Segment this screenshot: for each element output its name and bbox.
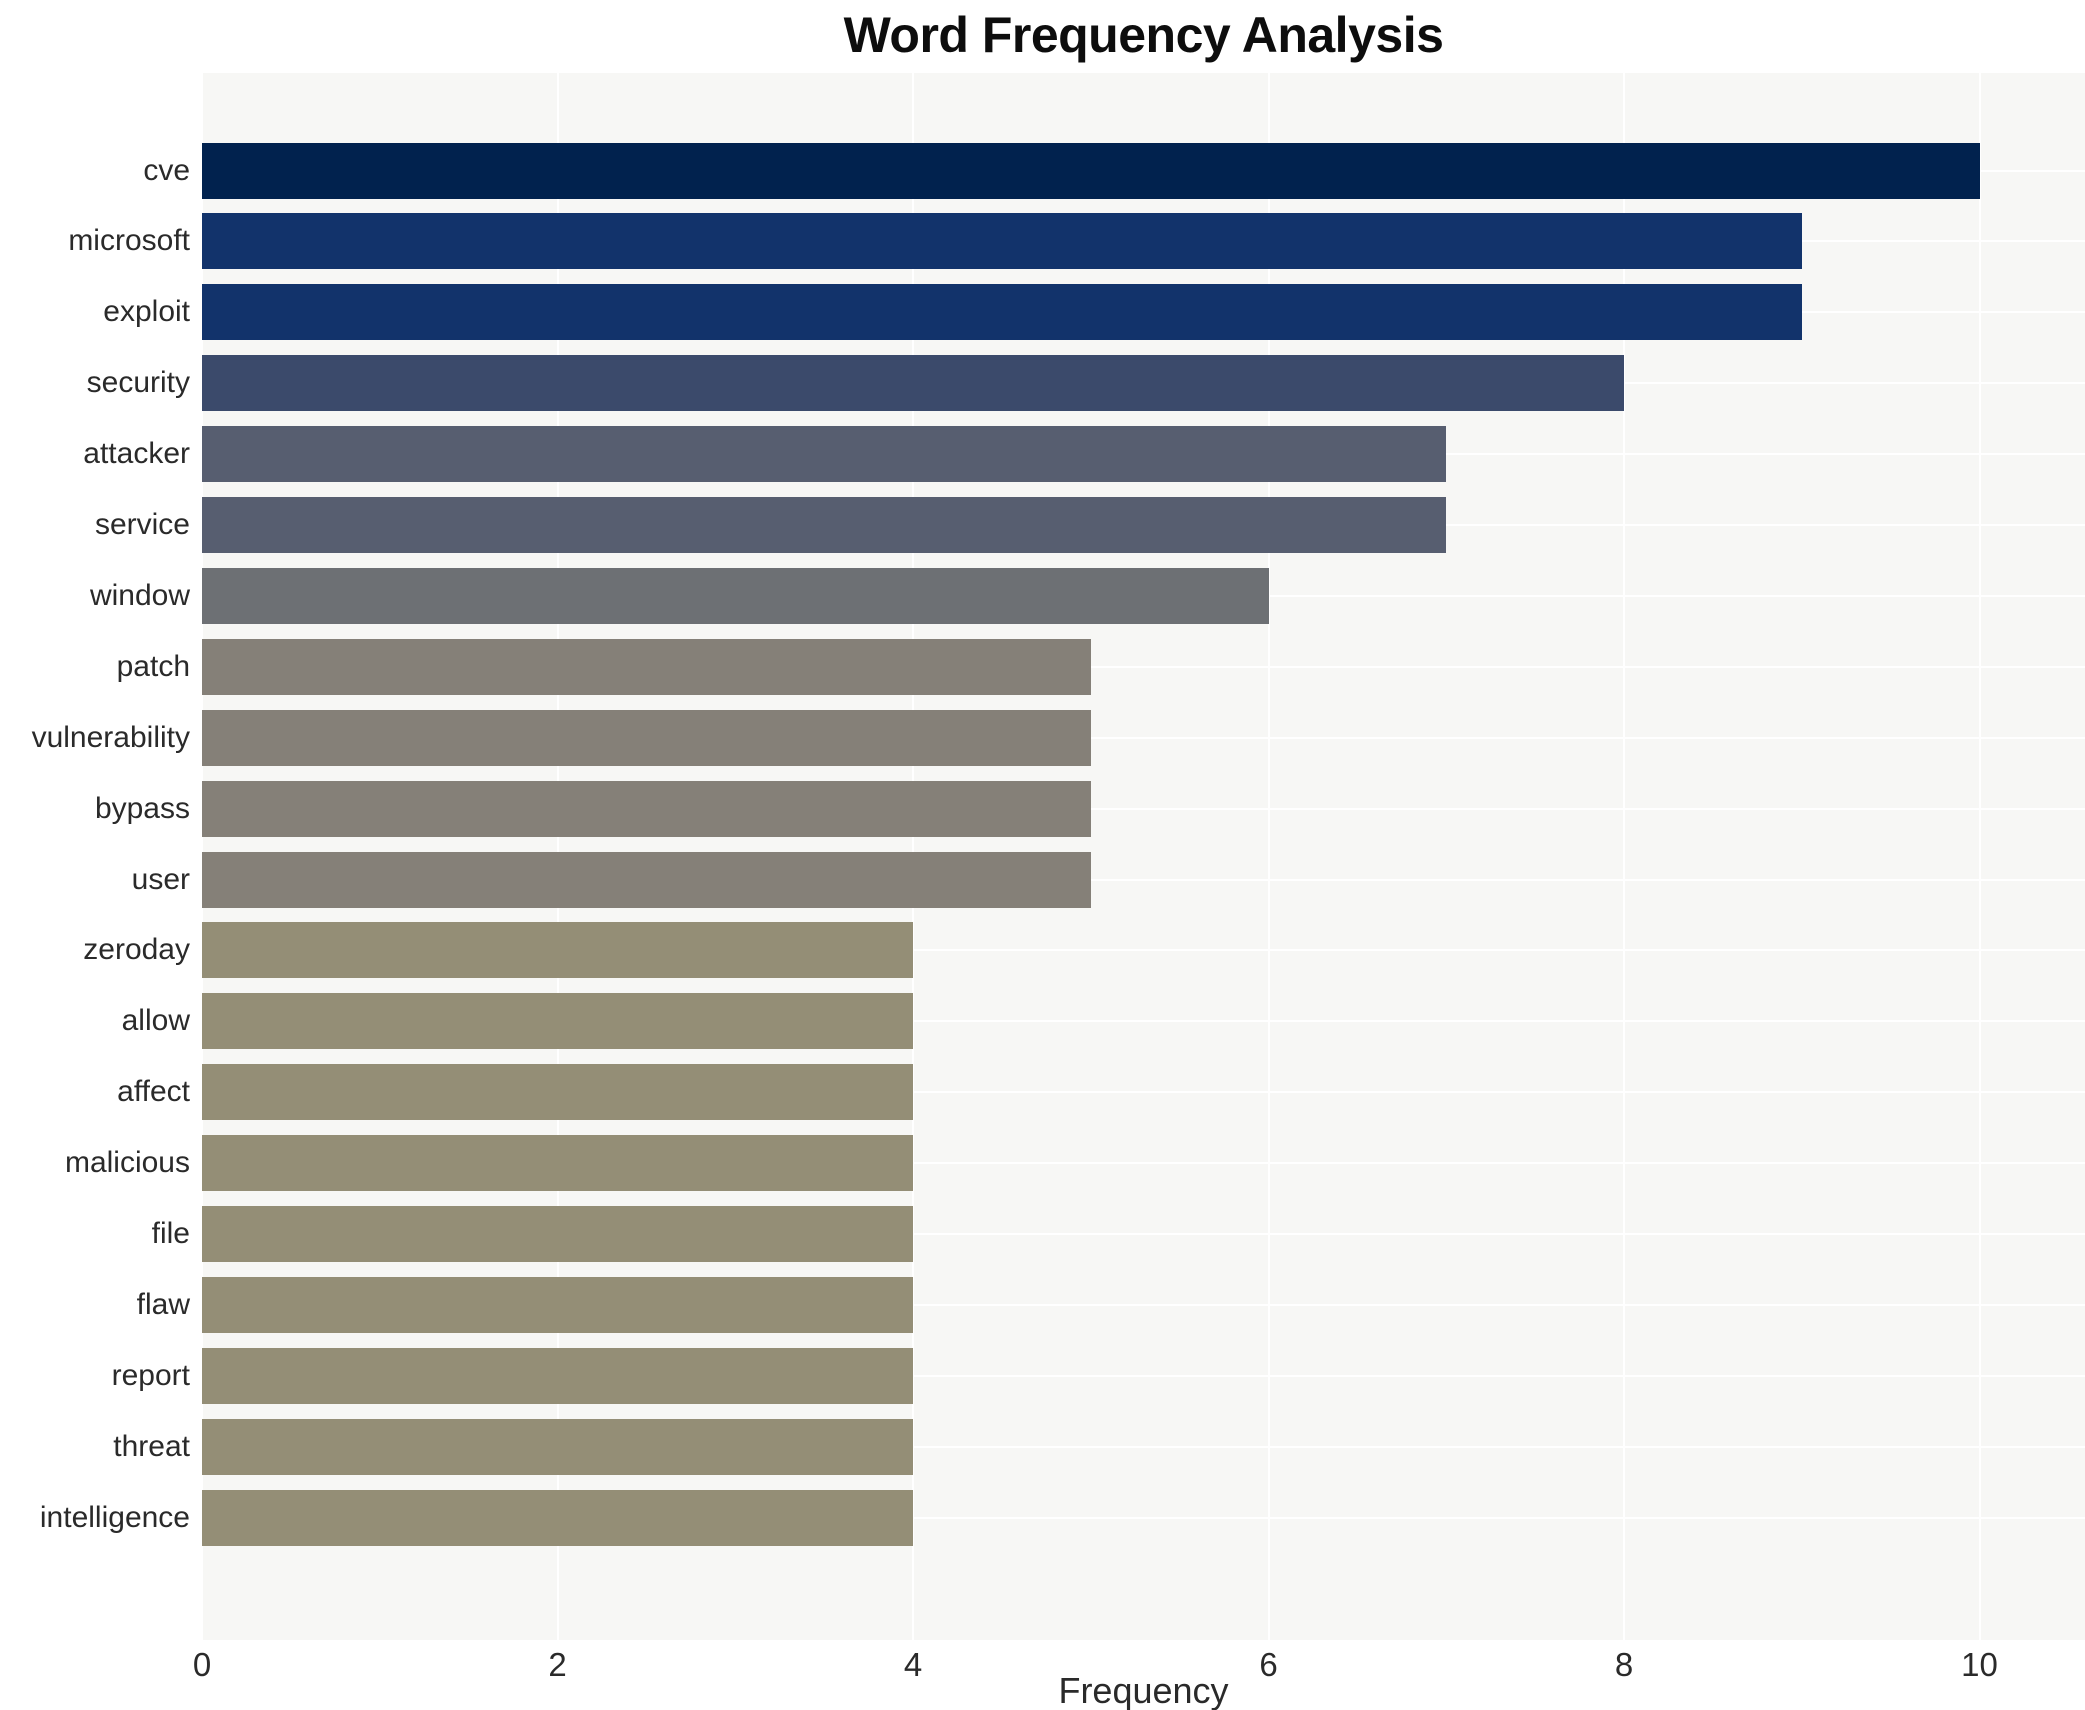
bar-affect [202, 1064, 913, 1121]
category-label-exploit: exploit [103, 295, 190, 329]
category-label-service: service [94, 508, 190, 541]
h-gridline [202, 665, 2085, 668]
category-label-malicious: malicious [64, 1146, 190, 1180]
h-gridline [202, 1162, 2085, 1165]
bar-bypass [202, 780, 1091, 837]
bar-user [202, 851, 1091, 908]
h-gridline [202, 878, 2085, 881]
v-gridline-10 [1978, 73, 1981, 1640]
x-tick-label-8: 8 [1614, 1646, 1634, 1683]
bar-report [202, 1347, 913, 1404]
category-label-threat: threat [113, 1429, 190, 1463]
category-label-attacker: attacker [83, 437, 190, 471]
category-label-report: report [111, 1358, 190, 1392]
v-gridline-6 [1267, 73, 1270, 1640]
x-tick-label-10: 10 [1961, 1646, 1998, 1683]
x-tick-label-4: 4 [903, 1646, 923, 1683]
h-gridline [202, 736, 2085, 739]
bar-file [202, 1206, 913, 1262]
bar-malicious [202, 1135, 913, 1192]
category-label-bypass: bypass [94, 791, 190, 825]
bar-patch [202, 638, 1091, 695]
category-label-vulnerability: vulnerability [31, 720, 190, 754]
category-label-patch: patch [116, 649, 190, 683]
category-label-allow: allow [121, 1004, 190, 1038]
category-label-flaw: flaw [136, 1287, 190, 1321]
bar-attacker [202, 426, 1447, 483]
category-label-microsoft: microsoft [68, 224, 190, 258]
x-tick-label-2: 2 [548, 1646, 567, 1683]
bar-exploit [202, 284, 1802, 341]
category-label-affect: affect [117, 1075, 190, 1109]
x-tick-label-0: 0 [192, 1646, 212, 1683]
bar-allow [202, 993, 913, 1050]
category-label-window: window [89, 578, 190, 612]
h-gridline [202, 1091, 2085, 1094]
x-axis-label: Frequency [1058, 1670, 1229, 1710]
bar-vulnerability [202, 709, 1091, 766]
category-label-security: security [86, 366, 190, 400]
bar-service [202, 497, 1447, 553]
category-label-zeroday: zeroday [83, 933, 190, 967]
bar-threat [202, 1418, 913, 1475]
bar-security [202, 355, 1624, 412]
category-label-user: user [131, 862, 190, 896]
h-gridline [202, 1020, 2085, 1023]
chart-title: Word Frequency Analysis [843, 7, 1444, 63]
bar-cve [202, 142, 1980, 199]
plot-area [201, 73, 2085, 1640]
category-label-intelligence: intelligence [39, 1500, 190, 1534]
h-gridline [202, 1303, 2085, 1306]
h-gridline [202, 949, 2085, 952]
h-gridline [202, 807, 2085, 810]
h-gridline [202, 1233, 2085, 1235]
bar-intelligence [202, 1489, 913, 1546]
h-gridline [202, 1445, 2085, 1448]
category-label-cve: cve [143, 153, 190, 187]
h-gridline [202, 1374, 2085, 1377]
bar-flaw [202, 1276, 913, 1333]
bar-window [202, 567, 1269, 624]
h-gridline [202, 1516, 2085, 1519]
category-label-file: file [151, 1217, 190, 1250]
x-tick-label-6: 6 [1259, 1646, 1278, 1683]
bar-microsoft [202, 213, 1802, 270]
bar-zeroday [202, 922, 913, 979]
v-gridline-8 [1623, 73, 1625, 1640]
